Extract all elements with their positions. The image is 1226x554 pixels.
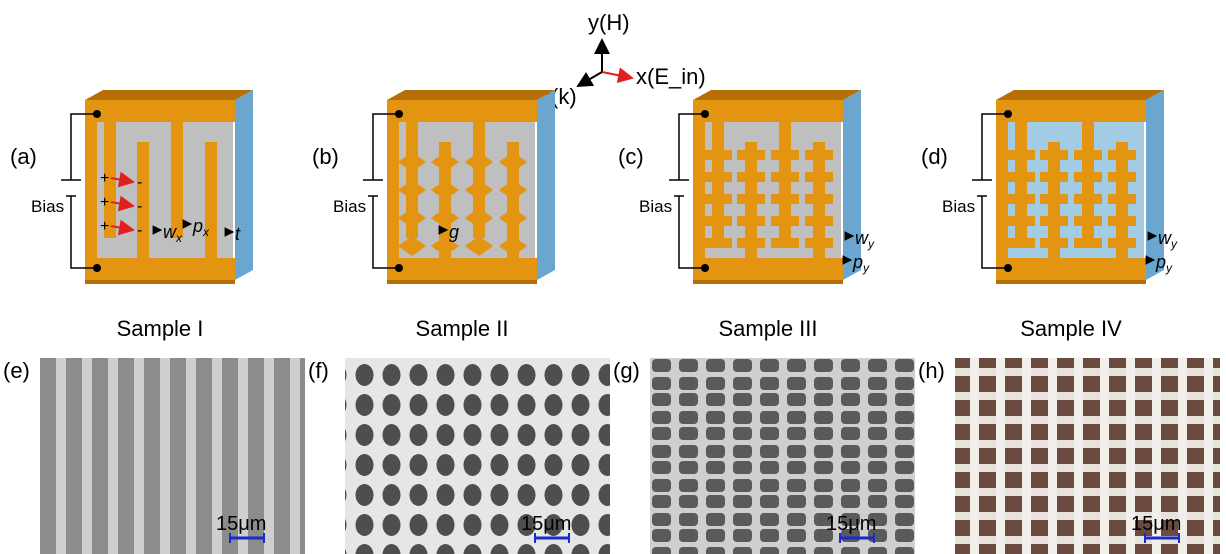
scale-label: 15μm: [826, 513, 876, 535]
plus-charge: +: [100, 194, 109, 211]
panel-letter: (h): [918, 358, 945, 383]
panel-letter: (g): [613, 358, 640, 383]
panel-letter: (d): [921, 144, 948, 169]
micrograph-image: [345, 358, 610, 554]
minus-charge: -: [137, 222, 142, 239]
field-arrow: [110, 219, 135, 236]
panel-letter: (b): [312, 144, 339, 169]
micrograph-e: (e) 15μm: [3, 358, 305, 554]
sample-caption: Sample III: [718, 316, 817, 341]
dimension-g: g: [449, 222, 459, 242]
panel-letter: (f): [308, 358, 329, 383]
bias-label: Bias: [31, 197, 64, 216]
sample-caption: Sample I: [117, 316, 204, 341]
finger: [137, 142, 149, 258]
finger: [104, 122, 116, 238]
x-axis-label: x(E_in): [636, 64, 706, 89]
scale-label: 15μm: [521, 513, 571, 535]
dimension-py: py: [852, 252, 870, 275]
scale-label: 15μm: [1131, 513, 1181, 535]
field-arrow: [110, 171, 135, 188]
scale-label: 15μm: [216, 513, 266, 535]
plus-charge: +: [100, 170, 109, 187]
micrograph-image: [650, 358, 915, 554]
sample-caption: Sample IV: [1020, 316, 1122, 341]
dimension-py: py: [1155, 252, 1173, 275]
dimension-wy: wy: [855, 228, 875, 251]
panel-b: Bias (b) Sample II g: [312, 90, 555, 341]
finger: [205, 142, 217, 258]
minus-charge: -: [137, 198, 142, 215]
panel-letter: (c): [618, 144, 644, 169]
panel-letter: (a): [10, 144, 37, 169]
bias-label: Bias: [333, 197, 366, 216]
finger: [171, 122, 183, 238]
dimension-px: px: [192, 216, 210, 239]
plus-charge: +: [100, 218, 109, 235]
micrograph-h: (h) 15μm: [918, 358, 1220, 554]
micrograph-image: [955, 358, 1220, 554]
panel-letter: (e): [3, 358, 30, 383]
coordinate-axes: y(H) x(E_in) z(k): [540, 10, 706, 109]
dimension-wx: wx: [163, 222, 183, 245]
bias-label: Bias: [639, 197, 672, 216]
micrograph-image: [40, 358, 305, 554]
sample-caption: Sample II: [416, 316, 509, 341]
minus-charge: -: [137, 174, 142, 191]
y-axis-label: y(H): [588, 10, 630, 35]
field-arrow: [110, 195, 135, 212]
bias-label: Bias: [942, 197, 975, 216]
micrograph-g: (g) 15μm: [613, 358, 915, 554]
micrograph-f: (f) 15μm: [308, 358, 610, 554]
dimension-t: t: [235, 224, 241, 244]
dimension-wy: wy: [1158, 228, 1178, 251]
